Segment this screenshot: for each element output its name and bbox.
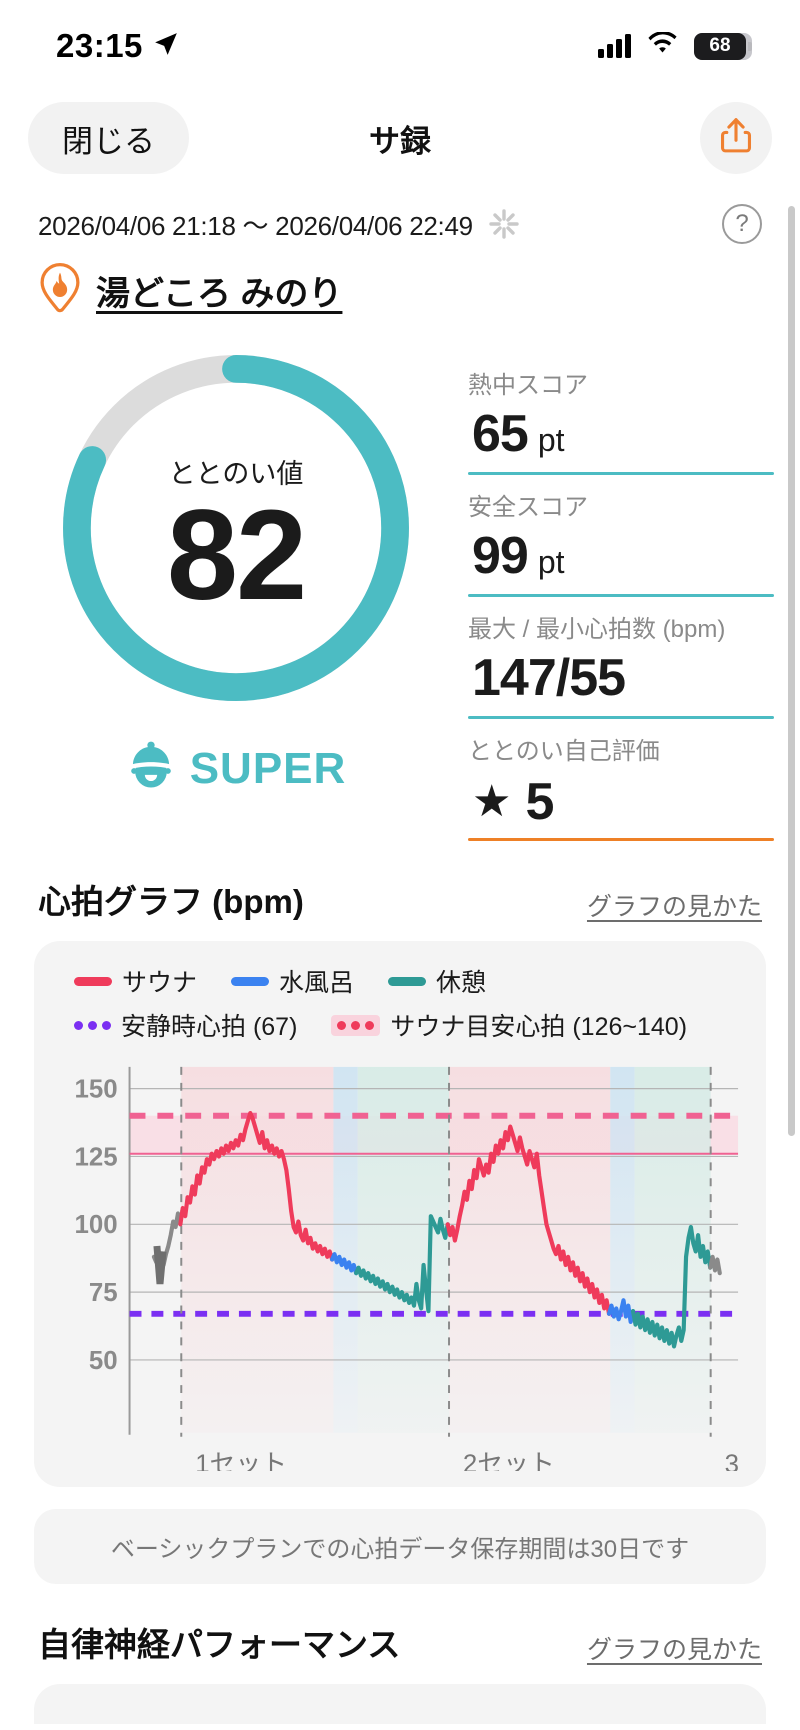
- svg-text:125: 125: [74, 1143, 117, 1171]
- close-button[interactable]: 閉じる: [28, 102, 189, 174]
- wifi-icon: [647, 30, 678, 61]
- legend-label: サウナ目安心拍 (126~140): [390, 1013, 688, 1041]
- legend-label: 休憩: [436, 969, 487, 997]
- status-bar: 23:15 68: [0, 0, 800, 92]
- gauge-label: ととのい値: [168, 458, 304, 489]
- how-to-read-graph-link[interactable]: グラフの見かた: [586, 1635, 762, 1664]
- summary-section: ととのい値 82 SUPER: [0, 319, 800, 841]
- help-icon[interactable]: ?: [722, 204, 762, 244]
- battery-level: 68: [694, 32, 752, 60]
- stat-value-row: 99 pt: [468, 522, 774, 594]
- svg-text:3: 3: [725, 1451, 739, 1471]
- flame-pin-icon: [38, 262, 82, 319]
- chart-legend: サウナ 水風呂 休憩 安静時心拍 (67) サウナ目安心拍: [52, 963, 748, 1043]
- venue-row[interactable]: 湯どころ みのり: [0, 244, 800, 319]
- legend-item-coldbath: 水風呂: [231, 963, 354, 999]
- svg-text:100: 100: [74, 1211, 117, 1239]
- legend-item-rest: 休憩: [388, 963, 486, 999]
- legend-swatch: [231, 976, 270, 986]
- stat-value: 99: [472, 527, 529, 585]
- legend-item-target-hr: サウナ目安心拍 (126~140): [331, 1007, 687, 1043]
- svg-text:50: 50: [89, 1347, 118, 1375]
- scrollbar[interactable]: [788, 206, 795, 1136]
- plan-note: ベーシックプランでの心拍データ保存期間は30日です: [34, 1508, 766, 1584]
- anz-chart-card: [34, 1683, 766, 1724]
- heart-rate-section-header: 心拍グラフ (bpm) グラフの見かた: [0, 875, 800, 923]
- stat-label: 熱中スコア: [468, 372, 588, 399]
- sauna-hat-character-icon: [126, 739, 176, 798]
- heart-rate-plot[interactable]: 50 75 100 125 150 1セット 2セット 3: [52, 1053, 748, 1471]
- clock: 23:15: [56, 27, 143, 64]
- stat-value: 5: [525, 773, 554, 831]
- stat-label: 安全スコア: [468, 494, 588, 521]
- stat-underline: [468, 594, 774, 597]
- legend-row-1: サウナ 水風呂 休憩: [74, 963, 748, 999]
- section-title: 自律神経パフォーマンス: [38, 1625, 401, 1663]
- section-title: 心拍グラフ (bpm): [38, 883, 304, 920]
- cellular-signal-icon: [598, 34, 631, 58]
- session-date-range: 2026/04/06 21:18 〜 2026/04/06 22:49: [38, 210, 473, 241]
- session-meta: 2026/04/06 21:18 〜 2026/04/06 22:49 ?: [0, 184, 800, 244]
- status-bar-right: 68: [598, 30, 752, 61]
- venue-name[interactable]: 湯どころ みのり: [96, 275, 343, 313]
- status-bar-left: 23:15: [56, 27, 179, 65]
- stat-value: 65: [472, 405, 529, 463]
- svg-text:2セット: 2セット: [463, 1451, 555, 1471]
- anz-section-header: 自律神経パフォーマンス グラフの見かた: [0, 1618, 800, 1666]
- stat-max-min-hr: 最大 / 最小心拍数 (bpm) 147/55: [468, 597, 774, 719]
- rank-label: SUPER: [189, 743, 347, 793]
- stat-unit: pt: [537, 422, 565, 458]
- stat-underline: [468, 838, 774, 841]
- legend-item-resting-hr: 安静時心拍 (67): [74, 1007, 297, 1043]
- location-arrow-icon: [153, 31, 179, 62]
- svg-text:1セット: 1セット: [195, 1451, 287, 1471]
- legend-swatch: [74, 1020, 111, 1030]
- legend-swatch: [388, 976, 427, 986]
- stat-heat-score: 熱中スコア 65 pt: [468, 353, 774, 475]
- svg-text:150: 150: [74, 1076, 117, 1104]
- gauge-column: ととのい値 82 SUPER: [26, 343, 446, 841]
- battery-indicator: 68: [694, 32, 752, 60]
- stat-self-rating[interactable]: ととのい自己評価 ★ 5: [468, 719, 774, 841]
- rank-badge: SUPER: [126, 739, 347, 798]
- totonoi-gauge: ととのい値 82: [51, 343, 421, 713]
- star-rating[interactable]: ★ 5: [468, 766, 774, 838]
- stats-column: 熱中スコア 65 pt 安全スコア 99 pt 最大 / 最小心拍数 (bpm): [446, 343, 774, 841]
- star-icon: ★: [472, 777, 512, 826]
- stat-safety-score: 安全スコア 99 pt: [468, 475, 774, 597]
- stat-value-row: 147/55: [468, 644, 774, 716]
- stat-underline: [468, 472, 774, 475]
- legend-label: 水風呂: [279, 969, 355, 997]
- share-icon: [719, 117, 753, 160]
- legend-swatch: [74, 976, 112, 986]
- sparkle-icon: [487, 207, 521, 241]
- legend-row-2: 安静時心拍 (67) サウナ目安心拍 (126~140): [74, 1007, 748, 1043]
- how-to-read-graph-link[interactable]: グラフの見かた: [586, 893, 762, 921]
- stat-underline: [468, 716, 774, 719]
- share-button[interactable]: [700, 102, 772, 174]
- legend-label: サウナ: [122, 969, 198, 997]
- stat-label: 最大 / 最小心拍数 (bpm): [468, 616, 726, 643]
- nav-bar: 閉じる サ録: [0, 92, 800, 184]
- legend-label: 安静時心拍 (67): [121, 1013, 298, 1041]
- heart-rate-chart-card: サウナ 水風呂 休憩 安静時心拍 (67) サウナ目安心拍: [34, 941, 766, 1487]
- gauge-value: 82: [166, 483, 307, 627]
- stat-value-row: 65 pt: [468, 400, 774, 472]
- gauge-center: ととのい値 82: [51, 343, 421, 713]
- svg-text:75: 75: [89, 1279, 118, 1307]
- legend-swatch: [331, 1014, 381, 1036]
- stat-value: 147/55: [472, 649, 626, 707]
- legend-item-sauna: サウナ: [74, 963, 197, 999]
- stat-unit: pt: [537, 544, 565, 580]
- stat-label: ととのい自己評価: [468, 738, 660, 765]
